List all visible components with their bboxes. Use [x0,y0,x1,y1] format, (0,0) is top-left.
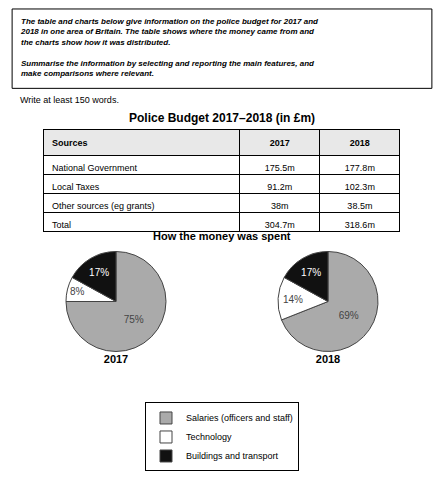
svg-text:Other sources (eg grants): Other sources (eg grants) [52,201,155,211]
svg-text:69%: 69% [339,310,359,321]
svg-text:2018: 2018 [316,353,340,365]
svg-text:304.7m: 304.7m [265,220,295,230]
svg-text:177.8m: 177.8m [345,163,375,173]
svg-text:38m: 38m [271,201,289,211]
svg-text:75%: 75% [124,314,144,325]
svg-text:175.5m: 175.5m [265,163,295,173]
svg-text:91.2m: 91.2m [267,182,292,192]
svg-text:Total: Total [52,220,71,230]
svg-text:The table and charts below giv: The table and charts below give informat… [20,17,319,78]
svg-text:Salaries (officers and staff): Salaries (officers and staff) [186,413,293,423]
svg-text:Sources: Sources [52,138,88,148]
svg-text:Technology: Technology [186,432,232,442]
svg-text:17%: 17% [89,267,109,278]
svg-text:Local Taxes: Local Taxes [52,182,100,192]
svg-text:14%: 14% [283,294,303,305]
svg-text:2018: 2018 [350,138,370,148]
svg-text:National Government: National Government [52,163,138,173]
svg-text:2017: 2017 [104,353,128,365]
svg-text:2017: 2017 [270,138,290,148]
svg-text:38.5m: 38.5m [347,201,372,211]
svg-text:Police Budget 2017–2018 (in £m: Police Budget 2017–2018 (in £m) [129,111,315,125]
svg-text:8%: 8% [70,286,85,297]
svg-text:How the money was spent: How the money was spent [153,230,291,242]
svg-text:318.6m: 318.6m [345,220,375,230]
svg-text:Buildings and transport: Buildings and transport [186,451,279,461]
svg-text:17%: 17% [301,267,321,278]
svg-text:102.3m: 102.3m [345,182,375,192]
svg-text:Write at least 150 words.: Write at least 150 words. [20,95,119,105]
